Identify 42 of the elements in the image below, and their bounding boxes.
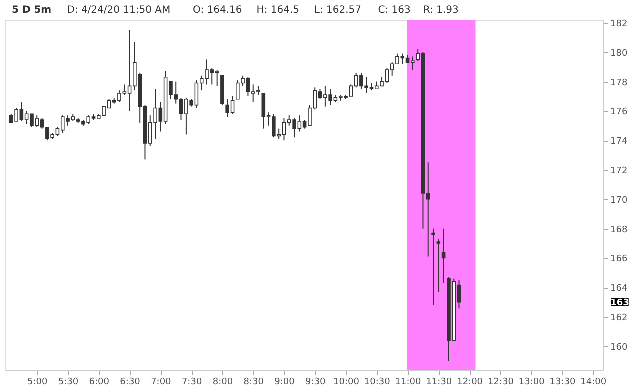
x-tick-label: 13:00 — [518, 378, 546, 387]
text: O: 164.16 — [193, 5, 242, 16]
y-tick-label: 176 — [610, 108, 628, 118]
y-tick-label: 182 — [610, 19, 628, 30]
candlestick — [432, 228, 436, 306]
y-tick-label: 168 — [610, 225, 628, 236]
text: C: 163 — [378, 5, 411, 16]
text: 163 — [610, 298, 630, 308]
y-tick-label: 180 — [610, 48, 628, 59]
text: H: 164.5 — [256, 5, 300, 16]
text: R: 1.93 — [423, 5, 459, 16]
y-tick-label: 164 — [610, 284, 628, 294]
x-tick-label: 8:00 — [212, 378, 234, 387]
x-tick-label: 5:00 — [28, 378, 48, 387]
x-tick-label: 12:30 — [488, 378, 514, 387]
y-tick-label: 178 — [610, 78, 628, 88]
y-tick-label: 170 — [610, 196, 628, 206]
x-tick-label: 11:30 — [426, 378, 452, 387]
x-tick-label: 10:00 — [334, 378, 360, 387]
x-tick-label: 14:00 — [580, 378, 607, 387]
x-tick-label: 8:30 — [244, 378, 264, 387]
text: L: 162.57 — [314, 5, 362, 16]
y-tick-label: 166 — [610, 254, 628, 265]
y-tick-label: 172 — [610, 166, 628, 176]
x-tick-label: 10:30 — [364, 378, 391, 387]
x-tick-label: 6:00 — [89, 378, 110, 387]
x-tick-label: 7:30 — [182, 378, 202, 387]
x-tick-label: 13:30 — [550, 378, 576, 387]
x-tick-label: 11:00 — [395, 378, 422, 387]
y-tick-label: 174 — [610, 137, 628, 148]
y-tick-label: 160 — [610, 342, 628, 353]
chart-title: 5 D 5m — [12, 5, 52, 16]
text: D: 4/24/20 11:50 AM — [67, 5, 171, 16]
x-tick-label: 9:00 — [274, 378, 296, 387]
x-tick-label: 9:30 — [306, 378, 326, 387]
x-tick-label: 6:30 — [120, 378, 141, 387]
x-tick-label: 12:00 — [457, 378, 484, 387]
y-tick-label: 162 — [610, 314, 628, 324]
candlestick — [442, 228, 446, 284]
x-tick-label: 5:30 — [58, 378, 79, 387]
x-tick-label: 7:00 — [151, 378, 172, 387]
candlestick — [436, 238, 441, 293]
